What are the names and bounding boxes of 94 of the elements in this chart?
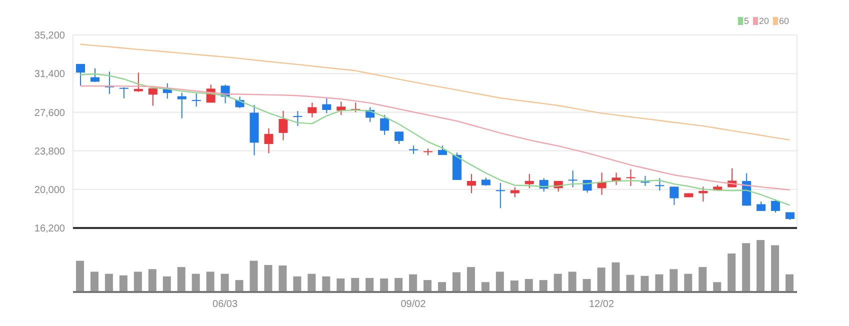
bar [206, 272, 214, 292]
candlestick [756, 201, 766, 212]
candlestick [524, 173, 534, 189]
candlestick [380, 114, 390, 136]
bar [293, 276, 302, 292]
bar [220, 274, 229, 292]
candlestick [104, 71, 114, 94]
candlestick [438, 145, 447, 156]
bar [452, 272, 460, 292]
x-tick-label: 12/02 [589, 299, 614, 310]
bar [336, 278, 345, 292]
bar [278, 265, 287, 292]
bar [554, 274, 562, 292]
candlestick [264, 128, 274, 154]
y-tick-label: 23,800 [34, 146, 66, 158]
bar [742, 243, 750, 292]
candlestick [771, 198, 780, 214]
candlestick [148, 88, 158, 106]
candlestick [177, 92, 186, 119]
bar [597, 268, 606, 292]
bar [177, 267, 186, 292]
bar [568, 272, 576, 292]
bar [626, 274, 634, 292]
candlestick [76, 63, 85, 86]
bar [380, 278, 388, 292]
candlestick [640, 175, 650, 186]
candlestick [134, 72, 143, 92]
candlestick [336, 101, 346, 116]
bar [162, 276, 171, 292]
bar [612, 262, 620, 292]
candlestick [510, 186, 520, 198]
candlestick [466, 173, 476, 194]
candlestick [308, 102, 317, 118]
candlestick [424, 148, 433, 156]
bar [496, 272, 504, 292]
candlestick [394, 131, 404, 144]
bar [409, 274, 418, 292]
bar [655, 274, 664, 292]
bar [424, 280, 432, 292]
bar [264, 264, 272, 292]
bar [308, 274, 316, 292]
bar [728, 254, 736, 292]
bar [90, 272, 98, 292]
candlestick [322, 98, 332, 114]
x-tick-label: 09/02 [400, 299, 426, 310]
bar [322, 276, 330, 292]
bar [582, 279, 591, 292]
y-tick-label: 31,400 [34, 69, 66, 80]
candlestick [278, 110, 288, 141]
bar [670, 269, 678, 292]
legend-label: 5 [744, 16, 749, 26]
candlestick [409, 145, 418, 154]
bar [466, 267, 475, 292]
bar [250, 260, 258, 292]
y-tick-label: 27,600 [34, 108, 66, 119]
bar [510, 280, 518, 292]
candlestick [192, 92, 201, 108]
bar [351, 278, 360, 292]
bar [438, 282, 446, 292]
bar [786, 274, 794, 292]
candlestick [698, 186, 708, 202]
bar [684, 274, 692, 292]
bar [771, 245, 780, 292]
line-series [80, 85, 790, 191]
candlestick [670, 186, 679, 206]
candlestick [119, 86, 128, 99]
y-tick-label: 20,000 [34, 184, 66, 196]
bar [235, 280, 244, 292]
legend-label: 20 [758, 16, 769, 26]
bar [539, 280, 548, 292]
candlestick [626, 168, 636, 186]
candlestick [293, 110, 302, 126]
candlestick [496, 182, 505, 209]
bar [713, 282, 722, 292]
bar [524, 279, 533, 292]
bar [640, 276, 649, 292]
y-tick-label: 35,200 [34, 30, 66, 42]
bar [756, 240, 765, 292]
bar [698, 267, 707, 292]
candlestick [655, 178, 664, 192]
legend-label: 60 [778, 16, 789, 26]
bar [394, 278, 403, 292]
y-tick-label: 16,200 [34, 224, 66, 235]
bar [134, 272, 142, 292]
bar [366, 278, 374, 292]
bar [76, 260, 84, 292]
bar [481, 282, 490, 292]
candlestick [568, 170, 578, 188]
line-series [80, 44, 790, 141]
x-tick-label: 06/03 [212, 299, 238, 310]
bar [119, 275, 128, 292]
bar [104, 274, 113, 292]
bar [148, 269, 156, 292]
bar [192, 274, 200, 292]
